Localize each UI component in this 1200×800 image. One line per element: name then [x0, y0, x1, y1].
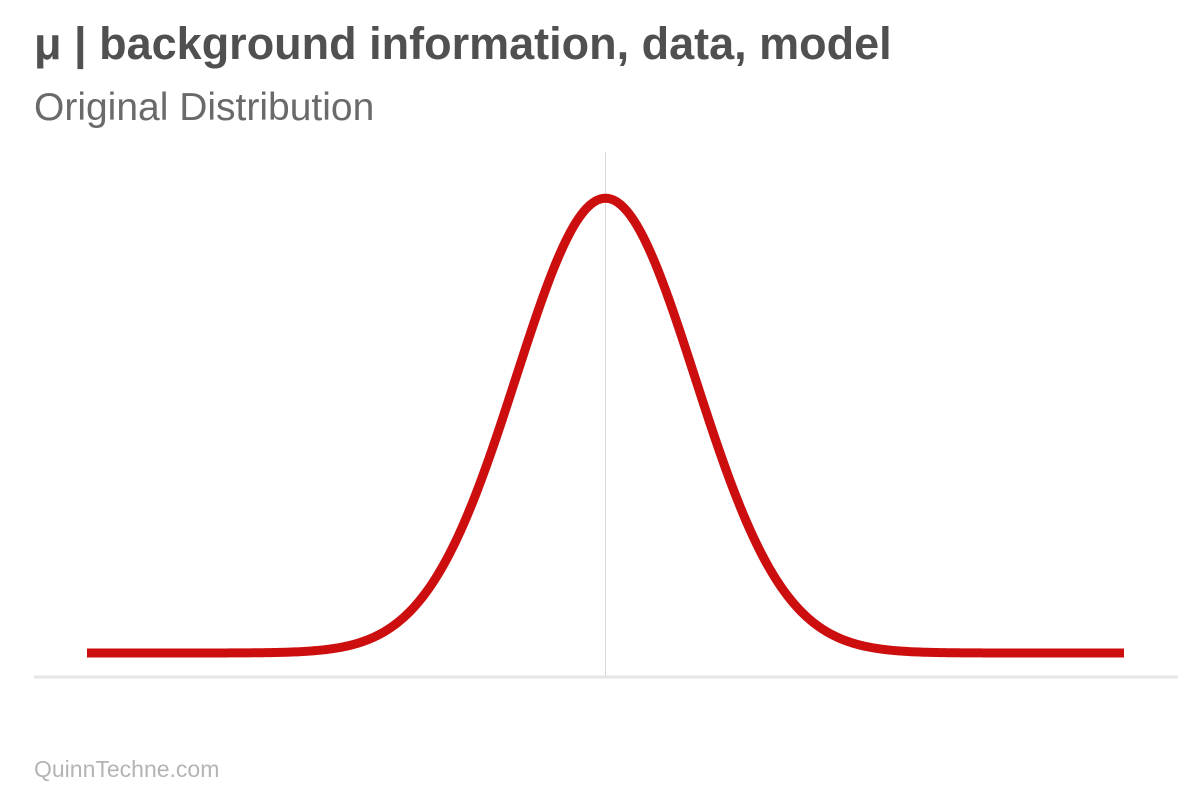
footer-brand: QuinnTechne.com [34, 756, 220, 782]
chart-subtitle: Original Distribution [34, 86, 375, 129]
distribution-curve [85, 193, 1126, 658]
chart-title: μ | background information, data, model [34, 18, 892, 69]
